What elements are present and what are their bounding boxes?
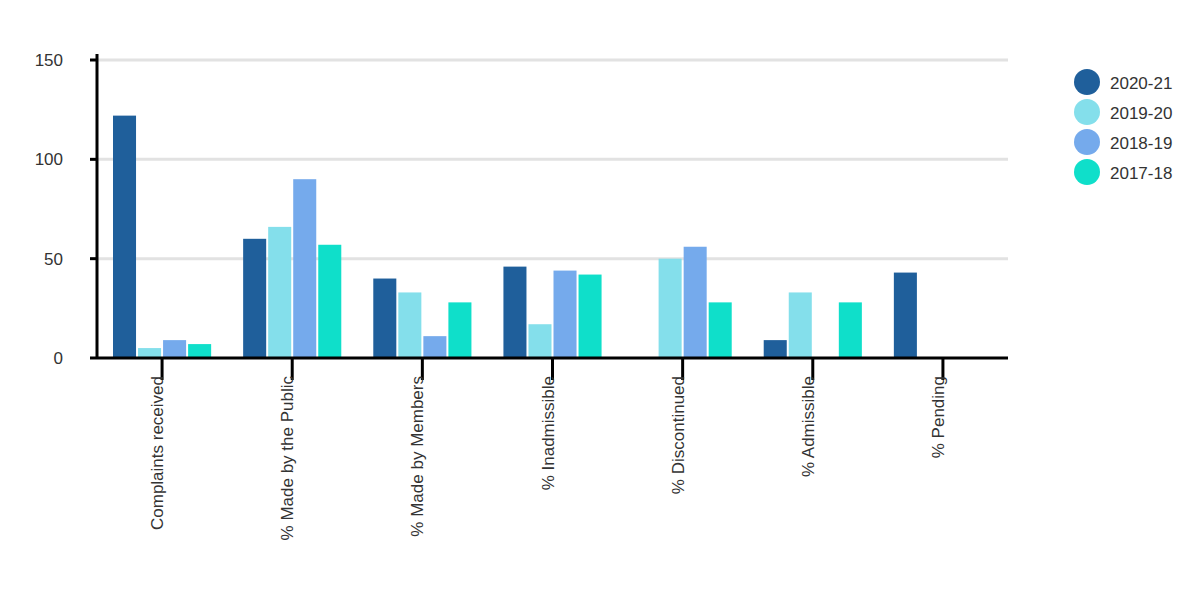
bar <box>268 227 291 358</box>
bar <box>188 344 211 358</box>
bar <box>503 267 526 358</box>
bar <box>113 116 136 358</box>
grid-line <box>97 158 1008 161</box>
legend-label: 2017-18 <box>1110 164 1172 183</box>
bar <box>789 292 812 358</box>
bar <box>839 302 862 358</box>
legend-label: 2019-20 <box>1110 104 1172 123</box>
bar <box>709 302 732 358</box>
x-tick-label: % Discontinued <box>669 376 688 494</box>
page: {"chart_data": {"type": "bar", "categori… <box>0 0 1203 603</box>
bar <box>659 259 682 358</box>
legend-label: 2020-21 <box>1110 74 1172 93</box>
grid-line <box>97 59 1008 62</box>
bar <box>398 292 421 358</box>
legend-swatch <box>1074 129 1100 155</box>
legend-swatch <box>1074 159 1100 185</box>
x-tick-label: % Made by Members <box>408 376 427 537</box>
x-tick-label: % Made by the Public <box>278 376 297 541</box>
bar <box>764 340 787 358</box>
chart: 0 50 100 150 Complaints received % Made by th… <box>0 0 1203 603</box>
x-tick-label: % Pending <box>929 376 948 458</box>
bar <box>243 239 266 358</box>
y-tick-label: 50 <box>44 250 63 269</box>
bar <box>293 179 316 358</box>
x-tick-label: % Inadmissible <box>539 376 558 490</box>
bars <box>113 116 917 358</box>
bar <box>448 302 471 358</box>
y-axis <box>96 54 99 358</box>
x-tick-label: % Admissible <box>799 376 818 477</box>
bar <box>554 271 577 358</box>
y-tick-label: 0 <box>54 349 63 368</box>
x-tick-label: Complaints received <box>148 376 167 530</box>
legend-label: 2018-19 <box>1110 134 1172 153</box>
bar <box>684 247 707 358</box>
bar <box>579 275 602 358</box>
grid-line <box>97 257 1008 260</box>
bar <box>373 279 396 358</box>
legend-swatch <box>1074 99 1100 125</box>
y-tick-label: 100 <box>35 150 63 169</box>
legend-swatch <box>1074 69 1100 95</box>
bar <box>894 273 917 358</box>
bar <box>318 245 341 358</box>
y-tick-label: 150 <box>35 51 63 70</box>
bar <box>528 324 551 358</box>
bar <box>423 336 446 358</box>
bar <box>163 340 186 358</box>
